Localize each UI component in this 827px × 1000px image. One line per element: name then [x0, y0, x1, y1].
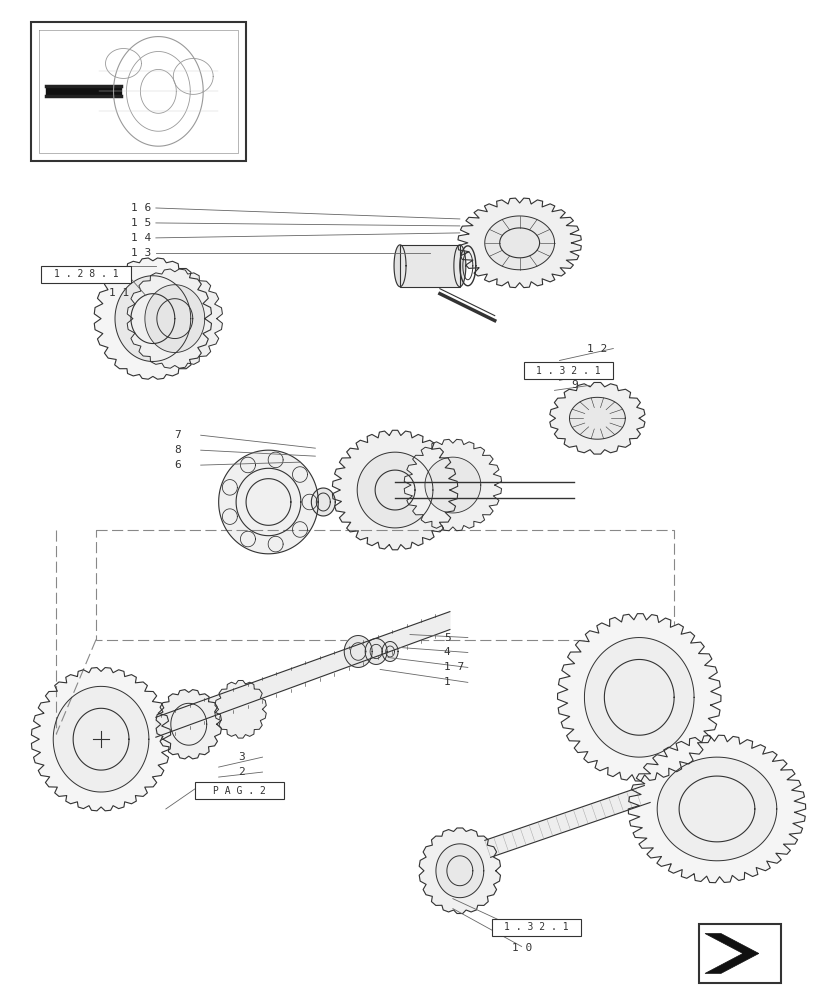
Polygon shape [94, 258, 211, 379]
Polygon shape [46, 86, 121, 96]
Polygon shape [156, 690, 221, 759]
Polygon shape [127, 269, 222, 368]
Text: 1 5: 1 5 [131, 218, 151, 228]
Text: 3: 3 [238, 752, 245, 762]
Polygon shape [549, 382, 644, 454]
Bar [491, 919, 581, 936]
Polygon shape [569, 397, 624, 439]
Bar [698, 924, 780, 983]
Bar [96, 530, 673, 640]
Polygon shape [394, 245, 405, 287]
Text: 1 3: 1 3 [131, 248, 151, 258]
Text: 1 2: 1 2 [586, 344, 607, 354]
Polygon shape [356, 452, 433, 528]
Bar [523, 362, 613, 379]
Text: 1 . 3 2 . 1: 1 . 3 2 . 1 [536, 366, 600, 376]
Polygon shape [218, 450, 318, 554]
Polygon shape [404, 439, 501, 531]
Bar [399, 245, 459, 287]
Polygon shape [457, 198, 581, 288]
Polygon shape [311, 488, 335, 516]
Text: 1 . 2 8 . 1: 1 . 2 8 . 1 [54, 269, 118, 279]
Text: P A G . 2: P A G . 2 [213, 786, 265, 796]
Text: 1 4: 1 4 [131, 233, 151, 243]
Polygon shape [344, 636, 371, 667]
Text: 1 1: 1 1 [109, 288, 129, 298]
Polygon shape [424, 457, 480, 513]
Text: 1 7: 1 7 [443, 662, 464, 672]
Text: 2: 2 [238, 767, 245, 777]
Text: 5: 5 [443, 633, 450, 643]
Polygon shape [31, 668, 170, 811]
Text: 1 . 3 2 . 1: 1 . 3 2 . 1 [504, 922, 568, 932]
Polygon shape [435, 844, 483, 898]
Polygon shape [484, 216, 554, 270]
Text: 9: 9 [571, 380, 577, 390]
Polygon shape [236, 468, 300, 536]
Polygon shape [381, 642, 398, 661]
Text: 8: 8 [174, 445, 180, 455]
Polygon shape [155, 612, 449, 737]
Polygon shape [453, 245, 466, 287]
Text: 1: 1 [443, 677, 450, 687]
Text: 6: 6 [174, 460, 180, 470]
Text: 4: 4 [443, 647, 450, 657]
Text: 1 6: 1 6 [131, 203, 151, 213]
Polygon shape [704, 934, 758, 973]
Text: 1 0: 1 0 [511, 943, 531, 953]
Polygon shape [215, 681, 266, 738]
Polygon shape [657, 757, 776, 861]
Polygon shape [628, 735, 805, 883]
Polygon shape [584, 638, 693, 757]
Polygon shape [418, 828, 500, 914]
Polygon shape [557, 614, 720, 781]
Polygon shape [53, 686, 149, 792]
Bar [31, 22, 246, 161]
Polygon shape [485, 786, 649, 857]
Text: 7: 7 [174, 430, 180, 440]
Bar [194, 782, 284, 799]
Bar [41, 266, 131, 283]
Polygon shape [145, 285, 204, 352]
Polygon shape [332, 430, 457, 550]
Polygon shape [365, 639, 387, 664]
Polygon shape [115, 276, 190, 361]
